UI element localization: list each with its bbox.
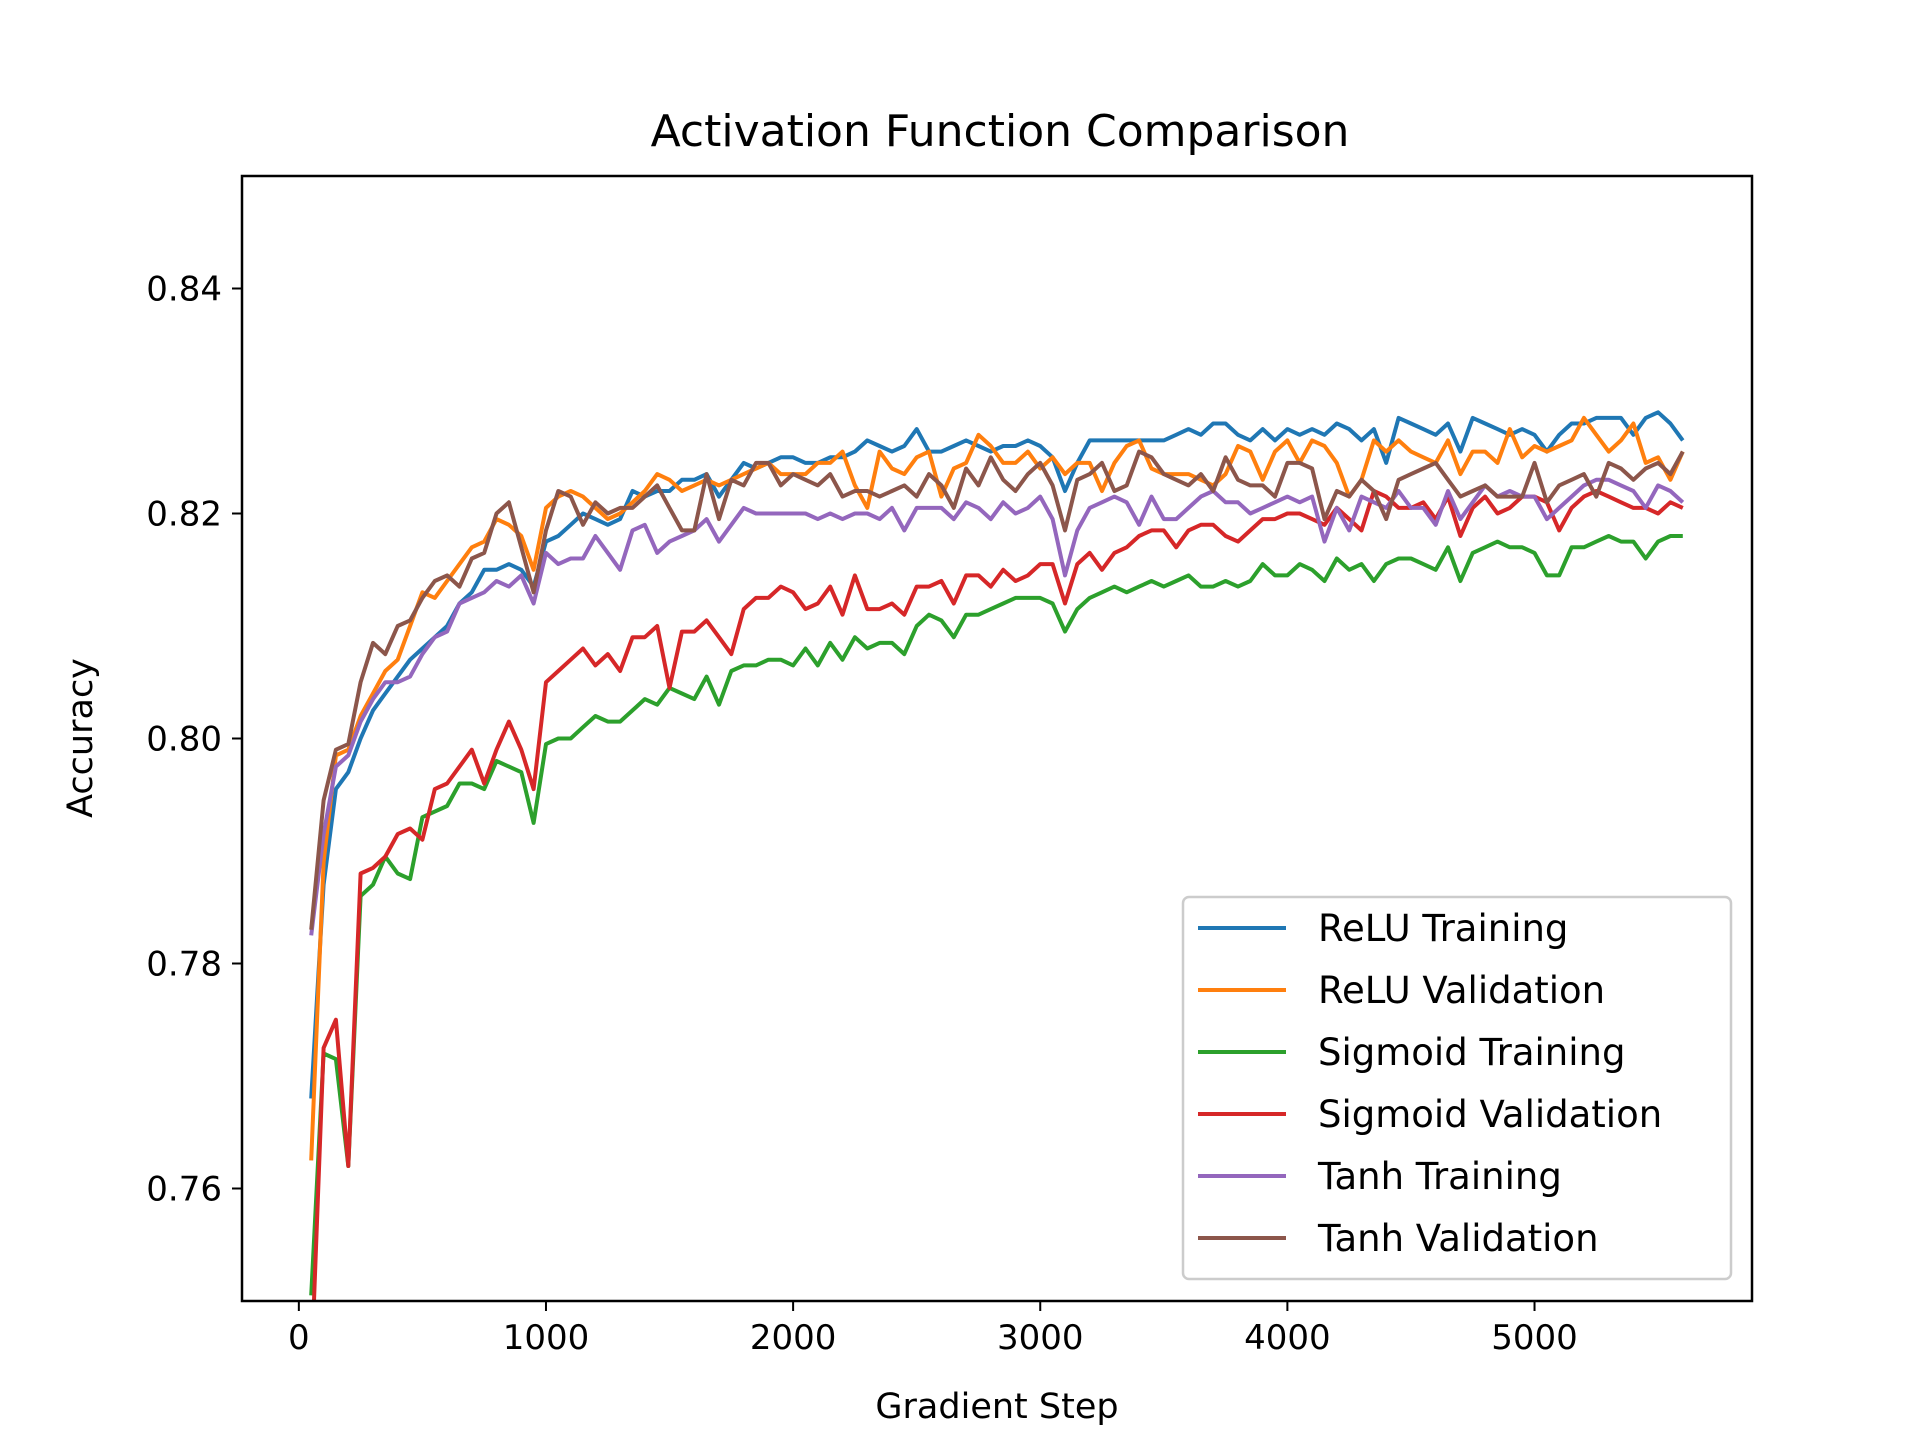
legend-label: ReLU Validation — [1318, 969, 1605, 1012]
plot-lines — [309, 410, 1685, 1301]
x-tick-label: 1000 — [503, 1318, 590, 1358]
y-axis-ticks: 0.76 0.78 0.80 0.82 0.84 — [146, 270, 242, 1210]
x-tick-label: 3000 — [997, 1318, 1084, 1358]
legend-label: Sigmoid Validation — [1318, 1093, 1662, 1136]
x-axis-ticks: 0 1000 2000 3000 4000 5000 — [288, 1301, 1578, 1358]
legend: ReLU Training ReLU Validation Sigmoid Trai… — [1181, 895, 1733, 1281]
x-tick-label: 4000 — [1244, 1318, 1331, 1358]
series-line-sigmoid-validation — [311, 489, 1684, 1301]
y-axis-label: Accuracy — [61, 658, 101, 818]
series-line-tanh-validation — [309, 449, 1685, 930]
series-line-tanh-training — [309, 477, 1685, 936]
y-tick-label: 0.82 — [146, 495, 222, 535]
y-tick-label: 0.76 — [146, 1170, 222, 1210]
legend-label: Tanh Training — [1317, 1155, 1562, 1198]
y-tick-label: 0.80 — [146, 720, 222, 760]
y-tick-label: 0.84 — [146, 270, 222, 310]
legend-label: Sigmoid Training — [1318, 1031, 1625, 1074]
x-tick-label: 2000 — [750, 1318, 837, 1358]
chart-title: Activation Function Comparison — [651, 106, 1350, 157]
x-tick-label: 5000 — [1491, 1318, 1578, 1358]
series-line-relu-validation — [309, 415, 1685, 1161]
x-axis-label: Gradient Step — [875, 1387, 1118, 1427]
legend-label: Tanh Validation — [1317, 1217, 1599, 1260]
legend-box — [1181, 895, 1733, 1281]
legend-label: ReLU Training — [1318, 907, 1568, 950]
y-tick-label: 0.78 — [146, 945, 222, 985]
x-tick-label: 0 — [288, 1318, 310, 1358]
series-line-sigmoid-training — [309, 534, 1683, 1296]
